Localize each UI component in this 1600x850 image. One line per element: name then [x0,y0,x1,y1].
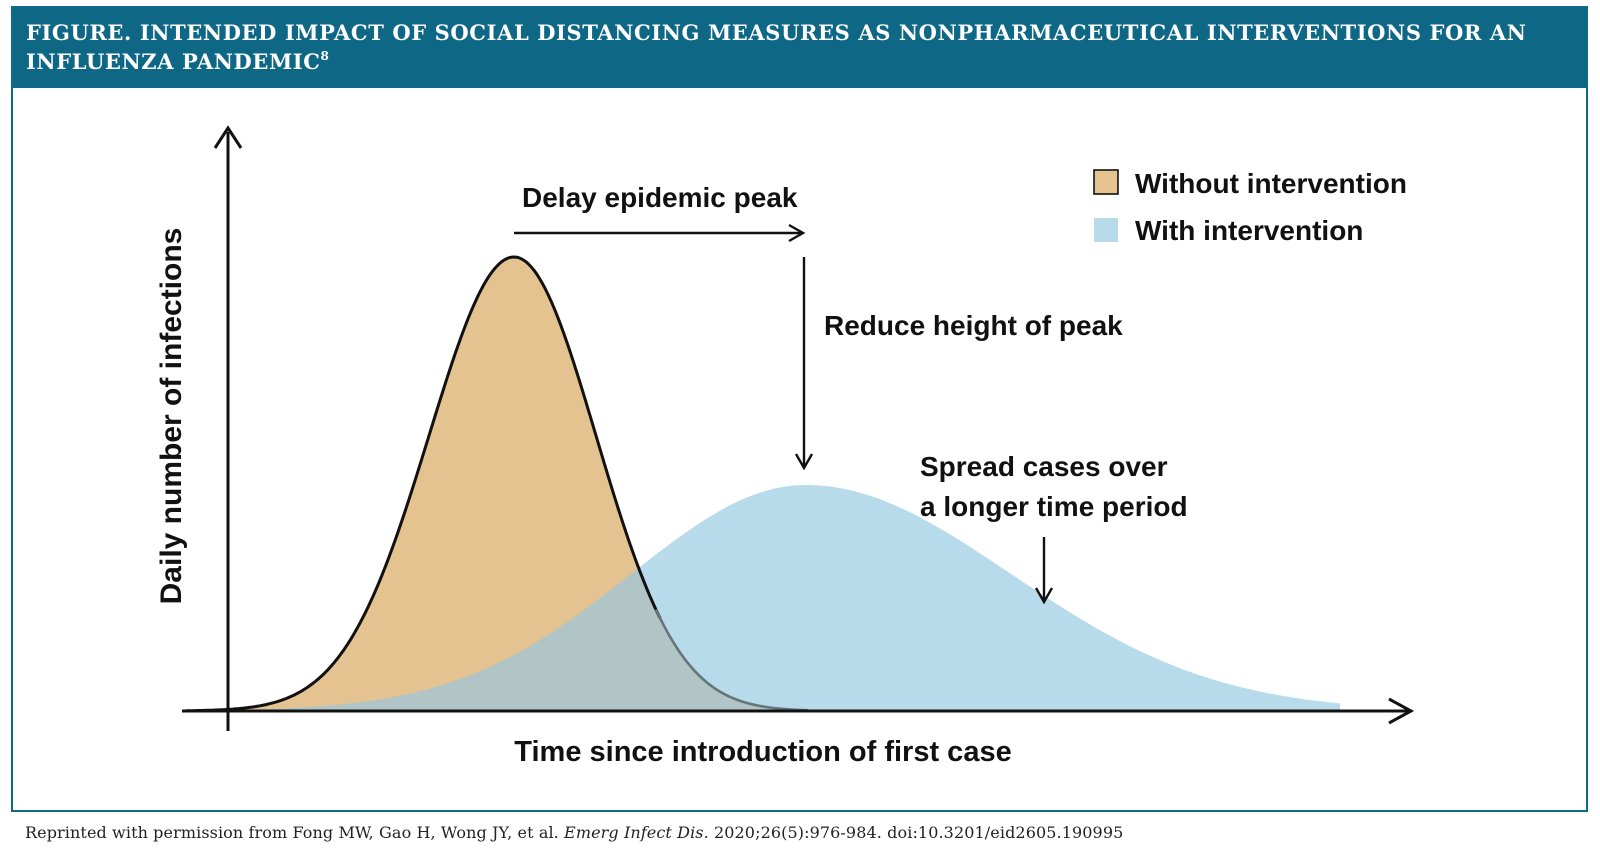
figure-prefix: FIGURE. [26,20,132,45]
spread-cases-label-line1: Spread cases over [920,451,1168,482]
citation-text-start: Reprinted with permission from Fong MW, … [25,823,565,842]
delay-peak-arrow [514,223,806,243]
delay-peak-label: Delay epidemic peak [522,182,798,213]
legend-swatch-without-intervention [1093,169,1119,195]
legend-swatch-with-intervention [1094,218,1118,242]
reduce-peak-arrow [794,257,814,471]
spread-cases-label-line2: a longer time period [920,491,1188,522]
legend-label-without-intervention: Without intervention [1135,168,1407,199]
x-axis-label: Time since introduction of first case [514,736,1011,768]
without-intervention-curve-area [186,257,808,711]
with-intervention-curve-area [230,485,1340,711]
citation-footer: Reprinted with permission from Fong MW, … [25,823,1123,842]
figure-title-reference: 8 [320,49,330,63]
citation-text-end: 2020;26(5):976-984. doi:10.3201/eid2605.… [708,823,1124,842]
y-axis-label: Daily number of infections [155,228,188,605]
reduce-peak-label: Reduce height of peak [824,310,1123,341]
legend-label-with-intervention: With intervention [1135,215,1363,246]
legend: Without intervention With intervention [1093,168,1407,246]
spread-cases-arrow [1034,537,1054,605]
without-intervention-curve-outline [186,255,662,713]
figure-title: INTENDED IMPACT OF SOCIAL DISTANCING MEA… [26,20,1527,74]
y-axis [213,125,243,731]
without-intervention-curve-outline-overlap [654,609,809,712]
citation-journal: Emerg Infect Dis. [564,823,709,842]
x-axis [182,697,1415,725]
figure-header: FIGURE. INTENDED IMPACT OF SOCIAL DISTAN… [13,8,1586,88]
